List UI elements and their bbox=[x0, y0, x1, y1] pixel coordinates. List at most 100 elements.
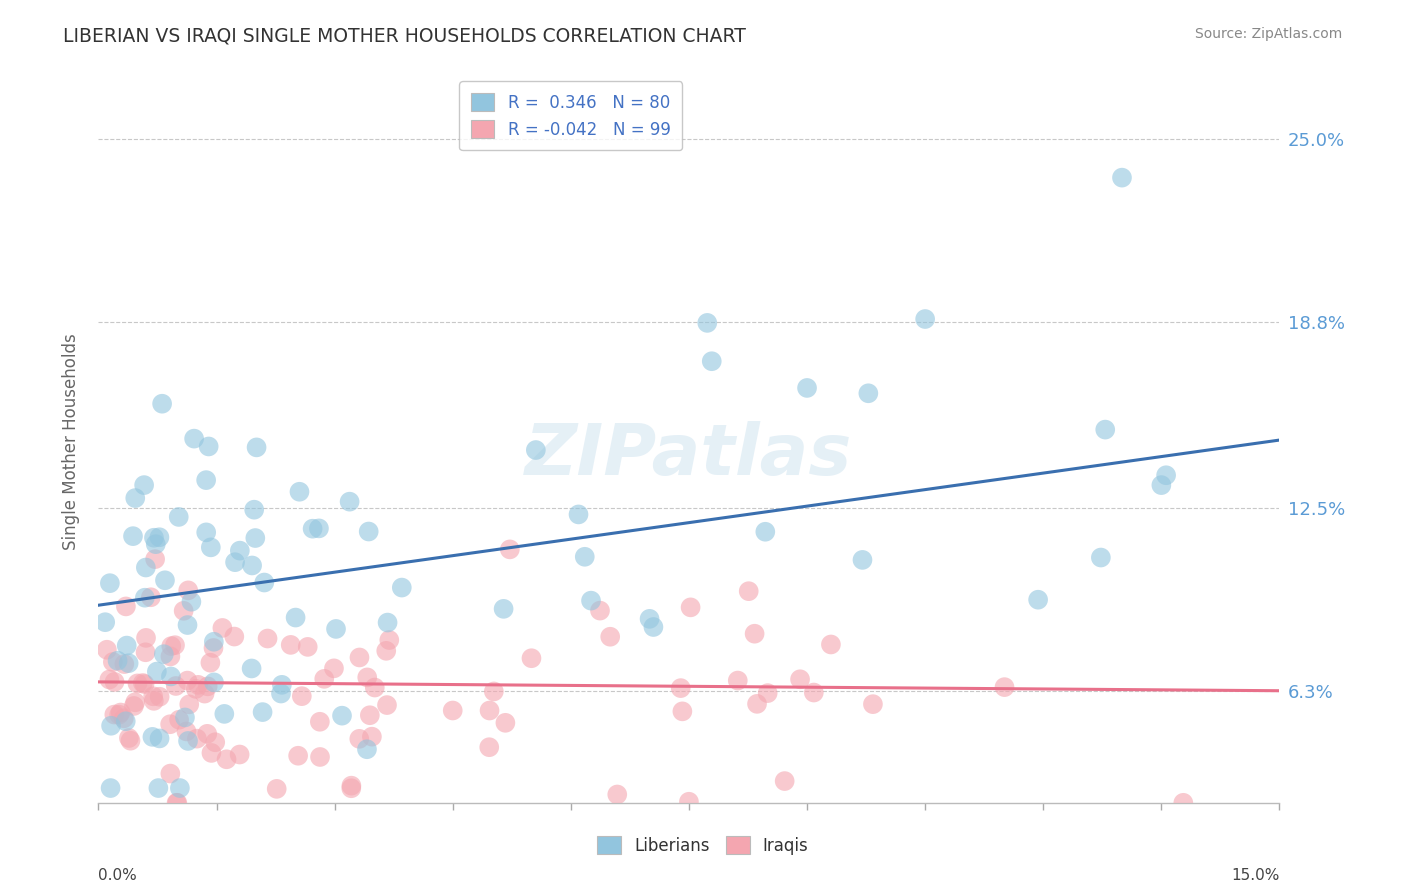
Point bbox=[858, 386, 880, 401]
Point bbox=[180, 595, 202, 609]
Point bbox=[98, 576, 121, 591]
Point bbox=[240, 558, 263, 573]
Point bbox=[174, 710, 197, 724]
Point bbox=[122, 698, 145, 713]
Point bbox=[163, 638, 186, 652]
Point bbox=[441, 704, 464, 718]
Point bbox=[243, 502, 266, 516]
Point bbox=[98, 673, 121, 687]
Point bbox=[202, 675, 225, 690]
Point bbox=[391, 581, 413, 595]
Point bbox=[115, 599, 138, 614]
Point bbox=[176, 618, 198, 632]
Point bbox=[803, 685, 825, 699]
Point bbox=[851, 553, 873, 567]
Point bbox=[309, 750, 332, 764]
Point bbox=[375, 698, 398, 712]
Point bbox=[288, 484, 311, 499]
Point bbox=[134, 591, 156, 605]
Point bbox=[177, 583, 200, 598]
Point bbox=[678, 795, 700, 809]
Point bbox=[478, 740, 501, 755]
Point bbox=[287, 748, 309, 763]
Point bbox=[738, 584, 761, 599]
Point bbox=[167, 713, 190, 727]
Text: Source: ZipAtlas.com: Source: ZipAtlas.com bbox=[1195, 27, 1343, 41]
Point bbox=[744, 626, 766, 640]
Point bbox=[110, 706, 132, 720]
Point bbox=[1154, 468, 1177, 483]
Point bbox=[266, 781, 288, 796]
Y-axis label: Single Mother Households: Single Mother Households bbox=[62, 334, 80, 549]
Point bbox=[862, 697, 884, 711]
Point bbox=[301, 522, 323, 536]
Point bbox=[187, 678, 209, 692]
Point bbox=[148, 530, 170, 544]
Point bbox=[100, 780, 122, 795]
Point bbox=[1173, 796, 1195, 810]
Point bbox=[135, 645, 157, 659]
Point bbox=[179, 698, 201, 712]
Point bbox=[643, 620, 665, 634]
Point bbox=[574, 549, 596, 564]
Point bbox=[200, 746, 222, 760]
Point bbox=[245, 441, 267, 455]
Point bbox=[112, 711, 135, 725]
Point bbox=[214, 706, 236, 721]
Point bbox=[160, 639, 183, 653]
Point bbox=[756, 686, 779, 700]
Text: ZIPatlas: ZIPatlas bbox=[526, 422, 852, 491]
Point bbox=[240, 661, 263, 675]
Point bbox=[115, 639, 138, 653]
Point bbox=[482, 684, 505, 698]
Point bbox=[361, 730, 384, 744]
Point bbox=[679, 600, 702, 615]
Point bbox=[148, 780, 170, 795]
Point bbox=[492, 602, 515, 616]
Point bbox=[499, 542, 522, 557]
Point bbox=[339, 494, 361, 508]
Point bbox=[153, 647, 176, 661]
Point bbox=[142, 694, 165, 708]
Text: 15.0%: 15.0% bbox=[1232, 868, 1279, 883]
Point bbox=[669, 681, 692, 695]
Point bbox=[194, 687, 217, 701]
Point bbox=[270, 678, 292, 692]
Point bbox=[323, 661, 346, 675]
Legend: R =  0.346   N = 80, R = -0.042   N = 99: R = 0.346 N = 80, R = -0.042 N = 99 bbox=[460, 81, 682, 151]
Point bbox=[291, 689, 314, 703]
Point bbox=[94, 615, 117, 630]
Point bbox=[135, 560, 157, 574]
Point bbox=[700, 354, 723, 368]
Point bbox=[378, 633, 401, 648]
Point bbox=[159, 649, 181, 664]
Point bbox=[494, 715, 516, 730]
Point bbox=[134, 478, 156, 492]
Point bbox=[357, 524, 380, 539]
Point bbox=[166, 796, 188, 810]
Point bbox=[520, 651, 543, 665]
Point bbox=[599, 630, 621, 644]
Point bbox=[186, 731, 208, 746]
Point bbox=[127, 676, 149, 690]
Point bbox=[1111, 170, 1133, 185]
Point bbox=[280, 638, 302, 652]
Point bbox=[204, 735, 226, 749]
Point bbox=[671, 704, 693, 718]
Point bbox=[120, 733, 142, 747]
Point bbox=[229, 543, 252, 558]
Point bbox=[124, 491, 146, 505]
Point bbox=[197, 440, 219, 454]
Point bbox=[478, 704, 501, 718]
Point bbox=[745, 697, 768, 711]
Point bbox=[183, 432, 205, 446]
Point bbox=[796, 381, 818, 395]
Point bbox=[325, 622, 347, 636]
Point bbox=[160, 669, 183, 683]
Point bbox=[579, 593, 602, 607]
Point bbox=[789, 673, 811, 687]
Point bbox=[197, 679, 219, 693]
Point bbox=[567, 508, 589, 522]
Point bbox=[340, 779, 363, 793]
Point bbox=[252, 705, 274, 719]
